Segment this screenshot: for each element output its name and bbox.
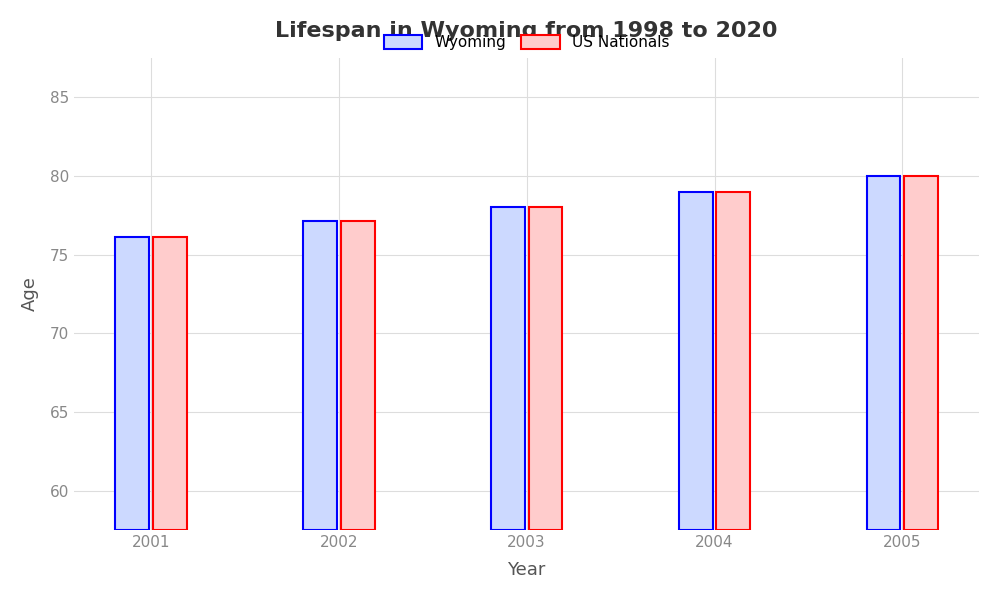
Bar	[867, 176, 900, 530]
Bar	[491, 208, 525, 530]
Bar	[679, 191, 713, 530]
Bar	[529, 208, 562, 530]
Bar	[904, 176, 938, 530]
Title: Lifespan in Wyoming from 1998 to 2020: Lifespan in Wyoming from 1998 to 2020	[275, 21, 778, 41]
Bar	[303, 221, 337, 530]
Bar	[341, 221, 375, 530]
Bar	[153, 237, 187, 530]
Bar	[716, 191, 750, 530]
Y-axis label: Age: Age	[21, 277, 39, 311]
Bar	[115, 237, 149, 530]
Legend: Wyoming, US Nationals: Wyoming, US Nationals	[376, 28, 677, 58]
X-axis label: Year: Year	[507, 561, 546, 579]
